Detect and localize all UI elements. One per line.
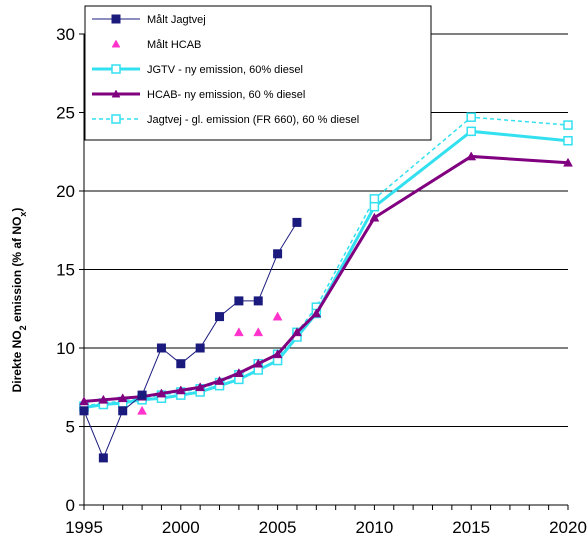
data-point [156, 343, 166, 353]
data-series [79, 112, 573, 463]
data-point [111, 14, 121, 24]
y-axis-label-part: Direkte NO [10, 330, 24, 392]
data-point [273, 249, 283, 259]
x-tick-label: 2000 [162, 518, 200, 537]
data-point [195, 382, 206, 392]
data-point [369, 201, 380, 212]
series-line [83, 129, 569, 410]
data-point [111, 114, 121, 124]
data-point [272, 349, 283, 359]
data-point [466, 151, 477, 161]
data-point [253, 296, 263, 306]
legend-entry-1: Målt HCAB [111, 39, 201, 51]
data-point [195, 343, 205, 353]
y-tick-label: 5 [66, 418, 75, 437]
y-tick-label: 25 [56, 104, 75, 123]
x-tick-label: 2005 [259, 518, 297, 537]
data-point [563, 157, 573, 167]
data-point [111, 39, 121, 48]
data-point [234, 296, 244, 306]
y-axis-label-part: emission (% af NO [10, 217, 24, 326]
legend-label: HCAB- ny emission, 60 % diesel [147, 89, 305, 101]
y-axis-label-part: 2 [18, 325, 28, 330]
y-tick-label: 10 [56, 339, 75, 358]
data-point [466, 112, 476, 122]
data-point [137, 390, 147, 400]
x-tick-labels: 1995 2000 2005 2010 2015 2020 [65, 518, 587, 537]
legend-entry-3: HCAB- ny emission, 60 % diesel [92, 89, 305, 101]
data-point [563, 136, 573, 146]
series-line [83, 222, 298, 460]
legend-label: Jagtvej - gl. emission (FR 660), 60 % di… [147, 114, 359, 126]
data-point [118, 406, 128, 416]
x-tick-label: 2015 [452, 518, 490, 537]
y-tick-label: 20 [56, 182, 75, 201]
data-point [233, 327, 244, 337]
y-tick-label: 30 [56, 25, 75, 44]
data-point [98, 453, 108, 463]
data-point [292, 327, 302, 337]
data-point [214, 375, 225, 385]
x-tick-label: 1995 [65, 518, 103, 537]
y-tick-labels: 0 5 10 15 20 25 30 [56, 25, 75, 515]
data-point [111, 64, 121, 74]
y-tick-label: 0 [66, 496, 75, 515]
data-point [215, 312, 225, 322]
y-axis-label-part: ) [10, 208, 24, 212]
data-point [111, 89, 121, 98]
series-line [83, 154, 569, 403]
data-point [79, 406, 89, 416]
series-0 [79, 217, 302, 463]
data-point [233, 368, 244, 377]
data-point [311, 308, 322, 318]
data-point [156, 388, 167, 398]
data-point [292, 217, 302, 227]
legend-entry-2: JGTV - ny emission, 60% diesel [92, 64, 303, 76]
x-tick-label: 2020 [549, 518, 587, 537]
data-point [466, 126, 476, 137]
data-point [563, 120, 573, 130]
axes [79, 33, 569, 510]
legend-entry-0: Målt Jagtvej [92, 14, 206, 26]
legend-entry-4: Jagtvej - gl. emission (FR 660), 60 % di… [92, 114, 359, 126]
series-line [83, 116, 569, 407]
legend-box [84, 5, 432, 141]
data-point [369, 212, 380, 222]
y-axis-label-part: x [18, 212, 28, 217]
data-point [369, 194, 380, 204]
data-point [272, 311, 283, 321]
data-point [137, 405, 148, 415]
legend: Målt Jagtvej Målt HCAB JGTV - ny emission,… [84, 5, 432, 141]
series-1 [137, 311, 283, 415]
data-point [253, 358, 264, 368]
data-point [117, 393, 128, 403]
data-point [253, 327, 264, 337]
data-point [175, 385, 186, 395]
x-tick-label: 2010 [355, 518, 393, 537]
data-point [98, 394, 109, 404]
y-tick-label: 15 [56, 261, 75, 280]
data-point [79, 396, 89, 406]
data-point [176, 359, 186, 369]
legend-label: Målt HCAB [147, 39, 201, 51]
legend-label: Målt Jagtvej [147, 14, 206, 26]
legend-label: JGTV - ny emission, 60% diesel [147, 64, 303, 76]
y-axis-label: Direkte NO2 emission (% af NOx) [10, 208, 28, 393]
